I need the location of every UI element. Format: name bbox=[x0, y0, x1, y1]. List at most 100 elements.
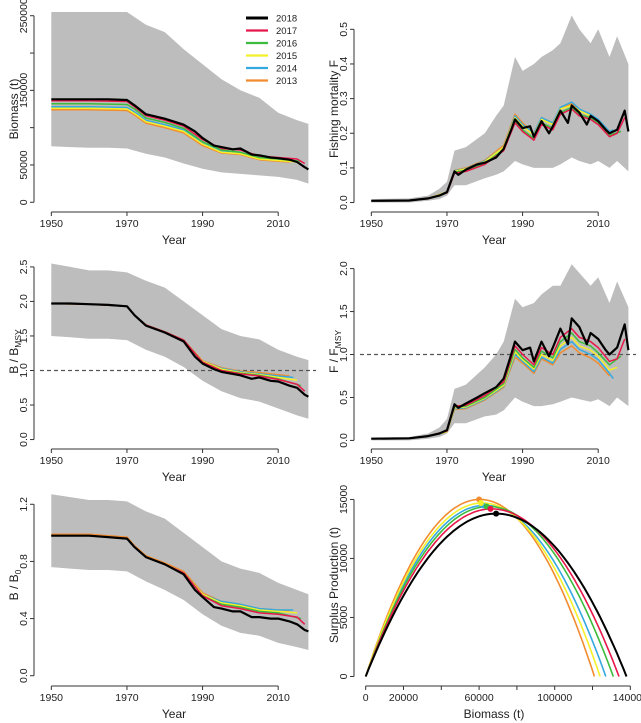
x-tick-label: 1970 bbox=[435, 455, 459, 467]
y-axis-label-subscript: 0 bbox=[13, 569, 23, 574]
y-tick-label: 1.2 bbox=[18, 497, 30, 512]
y-tick-label: 0.5 bbox=[18, 398, 30, 413]
y-tick-label: 0.4 bbox=[18, 611, 30, 626]
x-tick-label: 1970 bbox=[115, 455, 139, 467]
x-axis-label: Year bbox=[162, 233, 186, 247]
y-tick-label: 0.5 bbox=[338, 22, 350, 37]
y-tick-label: 0.0 bbox=[338, 433, 350, 448]
x-tick-label: 1950 bbox=[40, 692, 64, 704]
x-tick-label: 1990 bbox=[511, 218, 535, 230]
plot-area bbox=[51, 494, 309, 650]
y-tick-label: 250000 bbox=[18, 0, 30, 33]
series-line-2018 bbox=[371, 317, 630, 440]
panel-b-over-b0: 0.0 0.4 0.8 1.2 1950 1970 1990 2010 Year B / B0 bbox=[7, 494, 309, 721]
series-line-2015 bbox=[51, 107, 298, 163]
x-tick-label: 60000 bbox=[464, 692, 493, 704]
legend-label-2013: 2013 bbox=[276, 76, 297, 87]
y-tick-label: 5000 bbox=[338, 606, 350, 630]
series-line-2018 bbox=[51, 98, 309, 171]
y-tick-label: 2.0 bbox=[18, 294, 30, 309]
y-tick-label: 0 bbox=[18, 199, 30, 205]
panel-surplus-production: 0 5000 10000 15000 0 20000 60000 100000 140000 Bi… bbox=[327, 485, 641, 721]
y-axis-label: Surplus Production (t) bbox=[327, 527, 341, 643]
confidence-band bbox=[51, 263, 309, 419]
x-tick-label: 20000 bbox=[389, 692, 418, 704]
legend-label-2017: 2017 bbox=[276, 26, 297, 37]
y-tick-label: 0.1 bbox=[338, 160, 350, 175]
series-line-2018 bbox=[51, 534, 309, 633]
y-axis-label: B / B0 bbox=[7, 569, 23, 600]
y-tick-label: 0.4 bbox=[338, 57, 350, 72]
panel-fishing-mortality: 0.0 0.1 0.2 0.3 0.4 0.5 1950 1970 1990 2010 Year Fi… bbox=[327, 15, 630, 247]
msy-point-2018 bbox=[493, 510, 500, 517]
x-axis-label: Year bbox=[162, 707, 186, 721]
x-tick-label: 140000 bbox=[613, 692, 641, 704]
x-tick-label: 2010 bbox=[267, 218, 291, 230]
x-tick-label: 2010 bbox=[587, 455, 611, 467]
x-tick-label: 1990 bbox=[191, 218, 215, 230]
x-tick-label: 0 bbox=[363, 692, 369, 704]
panel-b-over-bmsy: 0.0 0.5 1.0 1.5 2.0 2.5 1950 1970 1990 2010 Year B … bbox=[7, 259, 316, 484]
x-tick-label: 100000 bbox=[537, 692, 572, 704]
x-tick-label: 1950 bbox=[360, 455, 384, 467]
x-tick-label: 1990 bbox=[191, 455, 215, 467]
y-tick-label: 2.5 bbox=[18, 259, 30, 274]
plot-area bbox=[51, 12, 309, 184]
y-tick-label: 2.0 bbox=[338, 261, 350, 276]
x-axis-label: Year bbox=[162, 470, 186, 484]
series-line-2016 bbox=[51, 103, 301, 162]
x-tick-label: 1970 bbox=[115, 218, 139, 230]
confidence-band bbox=[371, 15, 629, 203]
plot-area bbox=[364, 496, 628, 677]
y-axis-label-subscript: MSY bbox=[333, 330, 343, 349]
series-line-2018 bbox=[51, 302, 309, 398]
panel-biomass: 0 50000 150000 250000 1950 1970 1990 2010 Year Bi… bbox=[7, 0, 309, 247]
y-axis-label-subscript: MSY bbox=[13, 329, 23, 348]
y-tick-label: 0.5 bbox=[338, 390, 350, 405]
y-tick-label: 10000 bbox=[338, 544, 350, 573]
x-axis-label: Biomass (t) bbox=[464, 707, 525, 721]
y-tick-label: 1.5 bbox=[18, 329, 30, 344]
y-tick-label: 150000 bbox=[18, 73, 30, 108]
y-tick-label: 0.2 bbox=[338, 126, 350, 141]
legend-label-2018: 2018 bbox=[276, 14, 297, 25]
y-tick-label: 1.0 bbox=[338, 347, 350, 362]
y-tick-label: 0 bbox=[338, 673, 350, 679]
panel-f-over-fmsy: 0.0 0.5 1.0 1.5 2.0 1950 1970 1990 2010 Year F / F… bbox=[327, 261, 636, 484]
legend-label-2016: 2016 bbox=[276, 39, 297, 50]
x-tick-label: 1990 bbox=[511, 455, 535, 467]
y-axis-label: Biomass (t) bbox=[7, 79, 21, 140]
legend-label-2014: 2014 bbox=[276, 64, 297, 75]
x-axis-label: Year bbox=[482, 470, 506, 484]
x-axis-label: Year bbox=[482, 233, 506, 247]
y-tick-label: 0.0 bbox=[338, 195, 350, 210]
y-tick-label: 0.8 bbox=[18, 554, 30, 569]
y-tick-label: 50000 bbox=[18, 150, 30, 179]
production-curve-2018 bbox=[364, 512, 628, 677]
x-tick-label: 1950 bbox=[360, 218, 384, 230]
x-tick-label: 1990 bbox=[191, 692, 215, 704]
y-axis-label: Fishing mortality F bbox=[327, 60, 341, 158]
y-axis-label: B / BMSY bbox=[7, 329, 23, 374]
y-axis-label: F / FMSY bbox=[327, 330, 343, 373]
confidence-band bbox=[371, 264, 629, 441]
x-tick-label: 2010 bbox=[267, 692, 291, 704]
msy-point-2015 bbox=[477, 499, 484, 506]
x-tick-label: 1950 bbox=[40, 218, 64, 230]
x-tick-label: 1970 bbox=[435, 218, 459, 230]
x-tick-label: 2010 bbox=[587, 218, 611, 230]
x-tick-label: 1950 bbox=[40, 455, 64, 467]
y-tick-label: 1.5 bbox=[338, 304, 350, 319]
plot-area bbox=[360, 264, 636, 441]
y-tick-label: 0.3 bbox=[338, 91, 350, 106]
y-tick-label: 0.0 bbox=[18, 668, 30, 683]
y-tick-label: 15000 bbox=[338, 485, 350, 514]
msy-point-2017 bbox=[487, 505, 494, 512]
y-tick-label: 1.0 bbox=[18, 363, 30, 378]
x-tick-label: 1970 bbox=[115, 692, 139, 704]
x-tick-label: 2010 bbox=[267, 455, 291, 467]
y-tick-label: 0.0 bbox=[18, 432, 30, 447]
plot-area bbox=[371, 15, 630, 203]
